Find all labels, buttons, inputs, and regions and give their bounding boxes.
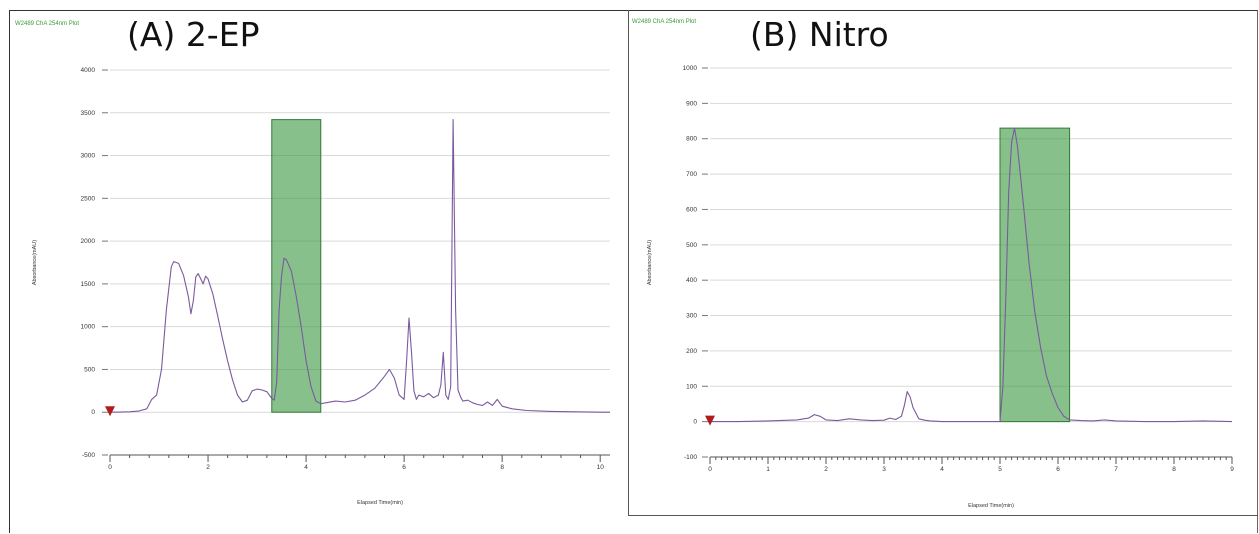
panel-a-xtick-label: 10 (597, 464, 605, 471)
panel-b-xtick-label: 3 (882, 466, 886, 473)
panel-b-xtick-label: 7 (1114, 466, 1118, 473)
panel-a-ytick-label: 0 (91, 409, 95, 416)
panel-a-x-axis-label: Elapsed Time(min) (357, 500, 403, 506)
panel-a-xtick-label: 6 (402, 464, 406, 471)
panel-b-ytick-label: 100 (686, 383, 697, 390)
panel-b-ytick-label: 0 (693, 419, 697, 426)
panel-b-x-axis-label: Elapsed Time(min) (968, 503, 1014, 509)
panel-a-title: (A) 2-EP (127, 15, 260, 54)
panel-a-collected-fraction-box (271, 119, 322, 413)
panel-b-xtick-label: 1 (766, 466, 770, 473)
panel-a-ytick-label: 1500 (81, 281, 96, 288)
panel-b-caption: W2489 ChA 254nm Plot (632, 19, 697, 25)
panel-b-xtick-label: 5 (998, 466, 1002, 473)
panel-b-ytick-label: 200 (686, 348, 697, 355)
panel-a-ytick-label: 2000 (81, 238, 96, 245)
panel-b-xtick-label: 9 (1230, 466, 1234, 473)
panel-divider (628, 10, 629, 515)
panel-a-caption: W2489 ChA 254nm Plot (15, 21, 80, 27)
panel-b-ytick-label: 900 (686, 100, 697, 107)
panel-b-bottom-border (628, 515, 1258, 516)
panel-b-xtick-label: 4 (940, 466, 944, 473)
panel-b-start-marker (705, 415, 715, 426)
panel-b-trace (710, 127, 1233, 423)
panel-b-ytick-label: 700 (686, 171, 697, 178)
panel-b-title: (B) Nitro (750, 15, 889, 54)
panel-a-xtick-label: 0 (108, 464, 112, 471)
panel-b-xtick-label: 6 (1056, 466, 1060, 473)
panel-b-ytick-label: 1000 (683, 65, 698, 72)
panel-b-ytick-label: 800 (686, 136, 697, 143)
panel-a-ytick-label: -500 (82, 452, 95, 459)
panel-a-trace (109, 119, 610, 413)
panel-a-ytick-label: 3000 (81, 153, 96, 160)
panel-a-xtick-label: 4 (304, 464, 308, 471)
panel-b-xtick-label: 0 (708, 466, 712, 473)
panel-a-ytick-label: 500 (84, 366, 95, 373)
panel-a-ytick-label: 2500 (81, 195, 96, 202)
panel-b-xtick-label: 2 (824, 466, 828, 473)
panel-a-ytick-label: 3500 (81, 110, 96, 117)
panel-a-xtick-label: 2 (206, 464, 210, 471)
panel-b-ytick-label: -100 (684, 454, 697, 461)
panel-b-ytick-label: 500 (686, 242, 697, 249)
panel-a-ytick-label: 4000 (81, 67, 96, 74)
panel-a-y-axis-label: Absorbance(mAU) (32, 240, 38, 285)
panel-b-collected-fraction-box (999, 127, 1071, 423)
panel-a-ytick-label: 1000 (81, 324, 96, 331)
panel-a-start-marker (105, 406, 115, 417)
panel-b-ytick-label: 400 (686, 277, 697, 284)
panel-b-y-axis-label: Absorbance(mAU) (647, 240, 653, 285)
panel-b-xtick-label: 8 (1172, 466, 1176, 473)
panel-a-xtick-label: 8 (500, 464, 504, 471)
panel-b-ytick-label: 300 (686, 313, 697, 320)
panel-b-ytick-label: 600 (686, 206, 697, 213)
figure-frame (9, 10, 1258, 533)
